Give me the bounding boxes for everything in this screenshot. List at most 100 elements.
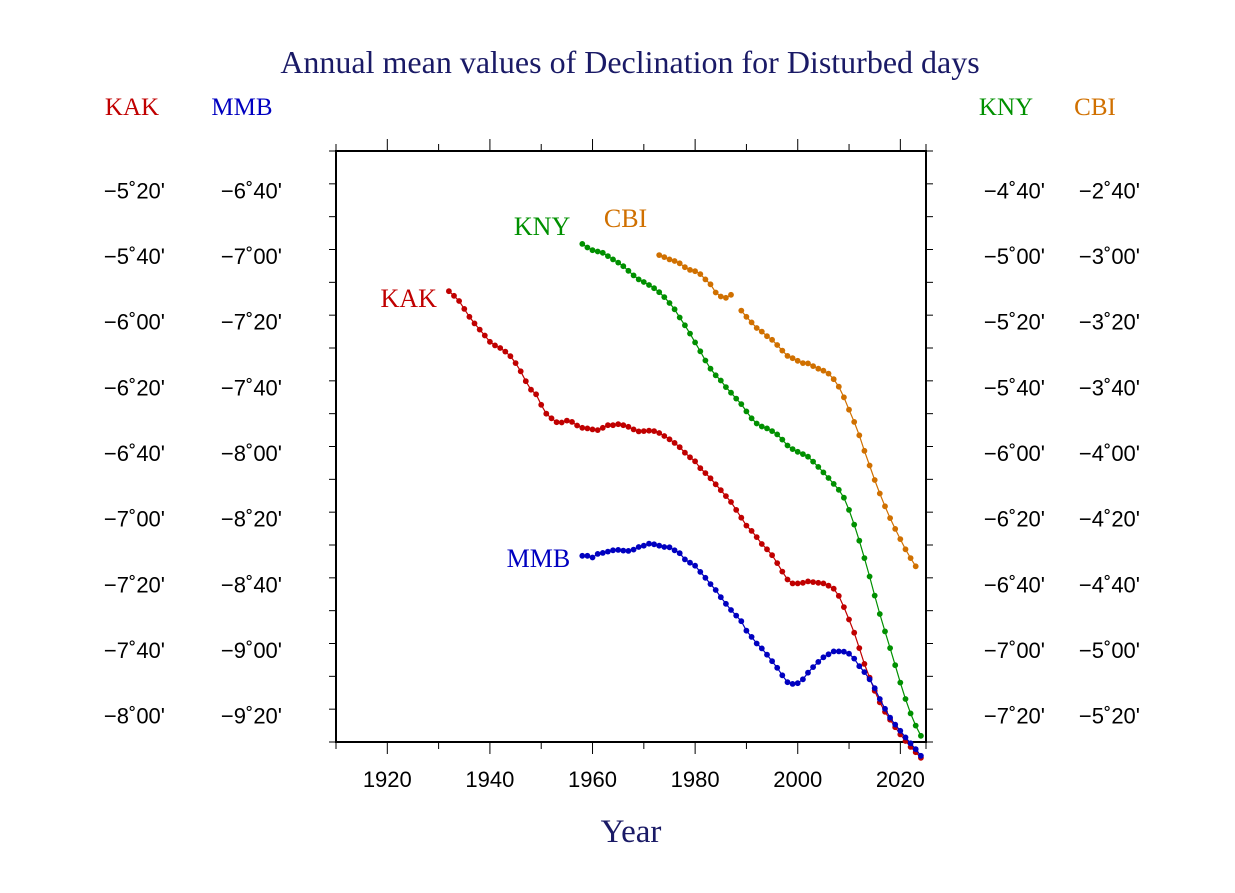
y-tick-label-mmb: −7˚20'	[221, 310, 282, 335]
data-point-cbi	[753, 325, 760, 331]
data-point-kny	[599, 249, 606, 256]
data-point-mmb	[784, 679, 791, 686]
data-point-mmb	[866, 676, 873, 683]
data-point-cbi	[876, 490, 883, 497]
data-point-kak	[728, 499, 734, 505]
data-point-kny	[579, 241, 586, 247]
data-point-cbi	[702, 276, 709, 283]
data-point-cbi	[687, 267, 693, 273]
data-point-kak	[630, 426, 637, 433]
data-point-mmb	[871, 685, 878, 692]
data-point-kak	[830, 585, 837, 592]
data-point-kak	[820, 580, 827, 587]
data-point-kny	[892, 662, 899, 669]
data-point-kak	[640, 428, 647, 434]
data-point-kny	[646, 282, 652, 288]
data-point-kak	[594, 427, 601, 433]
data-point-mmb	[892, 721, 899, 728]
y-tick-label-cbi: −4˚40'	[1079, 572, 1140, 597]
x-tick-label: 1980	[671, 767, 720, 792]
data-point-cbi	[830, 376, 837, 383]
data-point-kny	[748, 415, 755, 422]
data-point-cbi	[779, 347, 786, 354]
data-point-cbi	[825, 370, 832, 377]
series-label-kak: KAK	[381, 284, 438, 313]
data-point-cbi	[820, 367, 827, 374]
data-point-cbi	[871, 477, 878, 483]
data-point-kny	[815, 464, 822, 470]
data-point-kny	[707, 365, 714, 372]
y-tick-label-kny: −6˚20'	[984, 507, 1045, 532]
data-point-kak	[661, 433, 668, 439]
data-point-mmb	[594, 551, 601, 557]
x-tick-label: 1940	[465, 767, 514, 792]
data-point-mmb	[723, 600, 729, 607]
x-tick-label: 2020	[876, 767, 925, 792]
data-point-kny	[912, 722, 919, 729]
x-axis-label: Year	[601, 814, 662, 850]
data-point-kny	[687, 330, 693, 337]
series-line-cbi	[740, 310, 917, 567]
y-tick-label-cbi: −4˚20'	[1079, 507, 1140, 532]
data-point-mmb	[830, 648, 837, 655]
data-point-kak	[522, 378, 529, 385]
y-tick-label-kak: −5˚20'	[104, 178, 165, 203]
data-point-cbi	[738, 307, 745, 314]
data-point-kny	[902, 696, 909, 702]
data-point-cbi	[676, 260, 683, 267]
data-point-kny	[676, 314, 683, 321]
data-point-cbi	[794, 357, 801, 364]
data-point-mmb	[805, 669, 811, 676]
data-point-kak	[584, 425, 591, 432]
data-point-mmb	[789, 681, 796, 687]
data-point-kak	[610, 422, 616, 429]
data-point-cbi	[743, 313, 750, 320]
y-tick-label-mmb: −7˚00'	[221, 244, 282, 269]
data-point-mmb	[876, 696, 883, 702]
data-point-kak	[574, 422, 580, 429]
data-point-kak	[692, 458, 698, 465]
data-point-kak	[497, 345, 504, 351]
y-tick-label-kak: −7˚20'	[104, 572, 165, 597]
data-point-mmb	[733, 612, 740, 619]
data-point-mmb	[897, 727, 904, 734]
data-point-kny	[671, 306, 678, 313]
data-point-mmb	[794, 680, 801, 687]
data-point-mmb	[702, 574, 709, 581]
data-point-kak	[620, 422, 627, 429]
data-point-kny	[717, 377, 724, 384]
data-point-kak	[456, 298, 462, 304]
data-point-mmb	[717, 594, 724, 601]
data-point-cbi	[897, 536, 904, 542]
data-point-kak	[543, 410, 550, 417]
data-point-kak	[789, 580, 796, 587]
data-point-mmb	[671, 547, 678, 554]
data-point-cbi	[774, 342, 781, 348]
y-tick-label-mmb: −8˚40'	[221, 572, 282, 597]
series-labels: KAK MMB KNY CBI	[381, 204, 648, 573]
series-line-kak	[448, 290, 922, 759]
data-point-mmb	[630, 546, 637, 553]
data-point-cbi	[887, 515, 893, 521]
data-point-kny	[610, 256, 616, 263]
data-point-mmb	[825, 651, 832, 658]
y-tick-label-kny: −5˚40'	[984, 375, 1045, 400]
data-point-cbi	[856, 432, 863, 439]
data-point-mmb	[656, 542, 663, 549]
data-point-cbi	[748, 319, 755, 326]
data-point-mmb	[861, 669, 868, 675]
data-point-kny	[835, 486, 842, 493]
data-point-cbi	[800, 360, 806, 366]
data-point-mmb	[820, 654, 827, 661]
data-point-kak	[507, 353, 514, 360]
data-point-kak	[815, 579, 822, 586]
data-point-kak	[748, 528, 755, 534]
data-point-kak	[702, 470, 709, 476]
y-tick-label-kak: −7˚00'	[104, 507, 165, 532]
data-point-kny	[656, 289, 663, 296]
data-point-mmb	[651, 541, 657, 548]
data-point-kny	[866, 573, 873, 580]
chart-title: Annual mean values of Declination for Di…	[280, 44, 979, 80]
data-point-cbi	[784, 353, 791, 359]
data-point-mmb	[912, 746, 919, 753]
